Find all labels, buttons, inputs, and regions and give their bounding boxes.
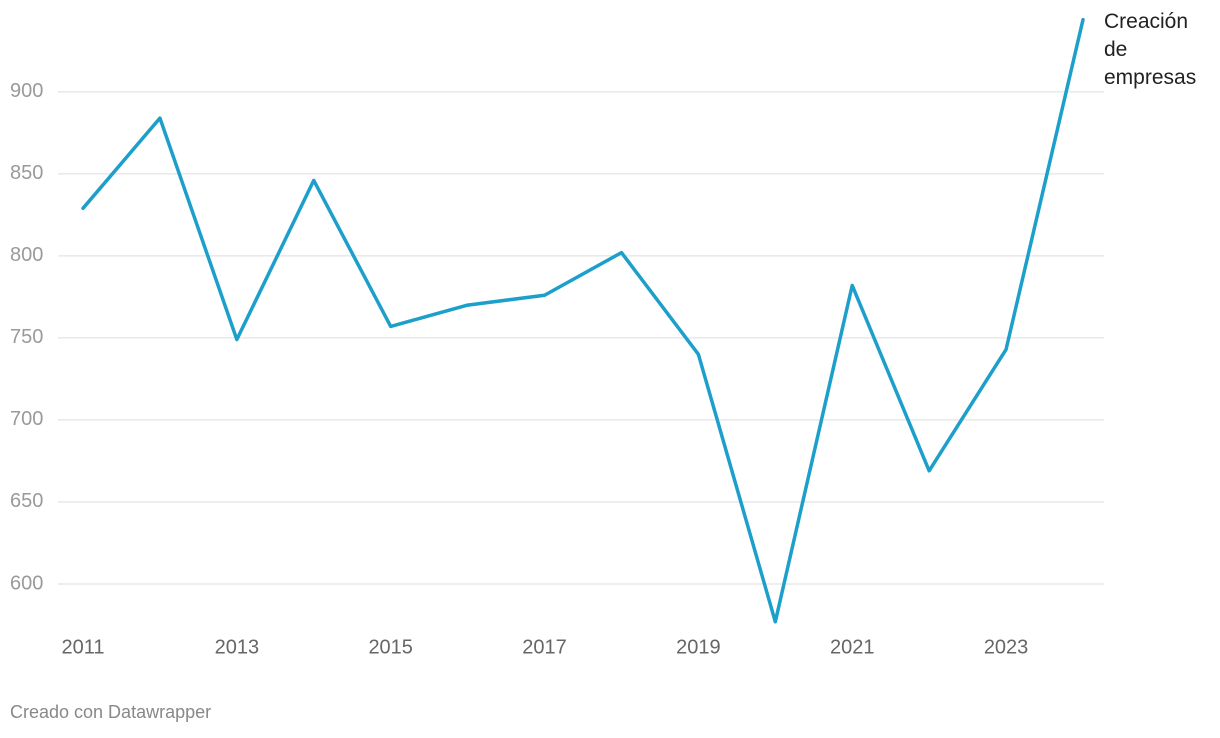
y-tick-label: 850 [10, 162, 43, 184]
x-tick-label: 2021 [830, 636, 875, 658]
x-tick-label: 2023 [984, 636, 1029, 658]
footer: Creado con Datawrapper [10, 702, 212, 722]
series-label: Creación de empresas [1104, 10, 1197, 89]
y-tick-label: 600 [10, 572, 43, 594]
y-tick-label: 750 [10, 326, 43, 348]
line [81, 17, 1085, 624]
x-tick-label: 2015 [368, 636, 413, 658]
x-tick-label: 2013 [215, 636, 260, 658]
y-tick-label: 650 [10, 490, 43, 512]
y-tick-label: 900 [10, 80, 43, 102]
x-tick-label: 2017 [522, 636, 567, 658]
x-tick-label: 2019 [676, 636, 721, 658]
y-tick-label: 800 [10, 244, 43, 266]
x-tick-label: 2011 [61, 636, 104, 658]
y-tick-label: 700 [10, 408, 43, 430]
